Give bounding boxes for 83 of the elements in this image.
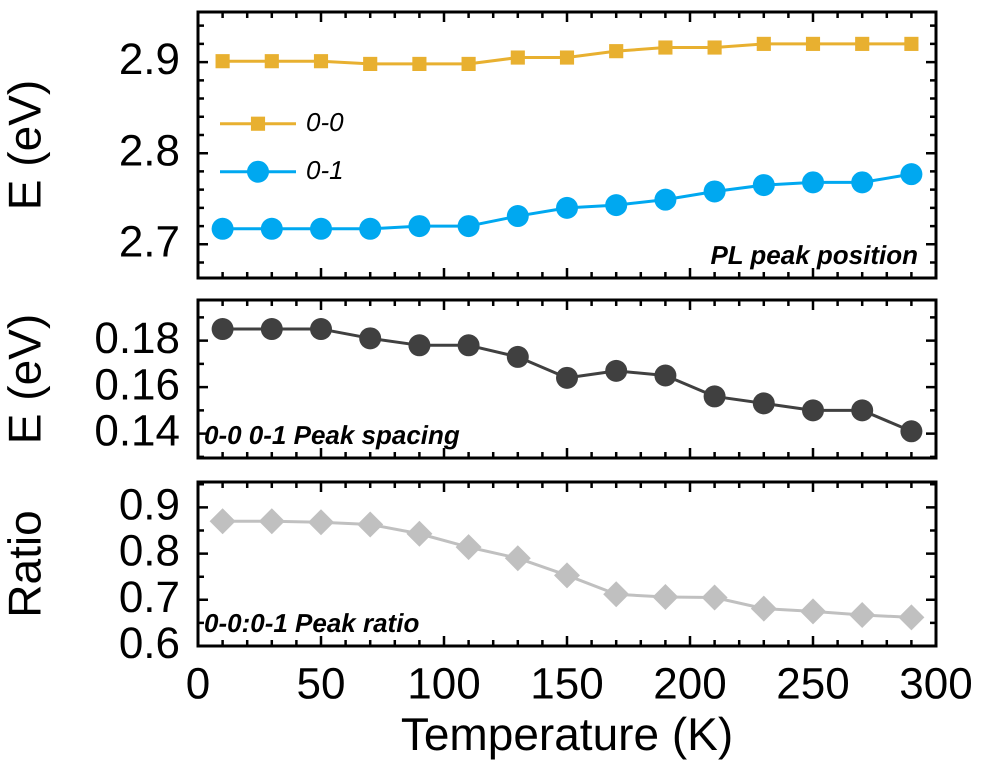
point (363, 56, 378, 71)
point (654, 188, 676, 211)
point (412, 56, 426, 71)
point (556, 366, 578, 389)
point (904, 36, 918, 51)
x-tick-label: 0 (186, 660, 210, 709)
point (264, 54, 279, 68)
point (704, 385, 726, 408)
point (752, 174, 775, 196)
y-tick-label: 0.18 (94, 314, 180, 363)
point (506, 205, 529, 228)
point (260, 218, 283, 240)
point (800, 598, 826, 624)
point (506, 346, 529, 368)
point (806, 36, 820, 51)
point (212, 218, 234, 240)
x-tick-label: 250 (776, 660, 850, 709)
point (654, 364, 676, 387)
annotation: 0-0 0-1 Peak spacing (204, 420, 460, 450)
x-tick-label: 300 (899, 660, 973, 709)
x-tick-label: 100 (407, 660, 481, 709)
y-tick-label: 0.6 (118, 619, 180, 668)
point (357, 512, 384, 538)
x-tick-label: 150 (530, 660, 604, 709)
point (216, 54, 230, 68)
point (708, 40, 722, 55)
point (212, 318, 234, 340)
x-tick-label: 50 (296, 660, 346, 709)
point (851, 399, 874, 422)
y-axis-title: E (eV) (0, 80, 50, 210)
y-tick-label: 2.8 (118, 126, 180, 176)
y-tick-label: 0.16 (94, 360, 180, 410)
annotation: PL peak position (710, 240, 918, 270)
point (456, 534, 482, 560)
point (658, 40, 672, 55)
point (462, 56, 476, 71)
point (408, 334, 430, 356)
y-axis-title: E (eV) (0, 314, 50, 444)
point (605, 360, 628, 382)
point (702, 584, 728, 610)
y-axis-title: Ratio (0, 510, 50, 618)
point (310, 318, 332, 340)
point (756, 36, 771, 51)
annotation: 0-0:0-1 Peak ratio (204, 608, 420, 638)
point (554, 562, 580, 588)
point (308, 509, 334, 536)
point (603, 581, 630, 608)
point (851, 171, 874, 194)
point (802, 399, 824, 422)
point (310, 218, 332, 240)
point (314, 54, 328, 68)
legend-label: 0-1 (306, 154, 344, 185)
point (210, 508, 236, 534)
point (359, 327, 382, 350)
y-tick-label: 2.9 (118, 35, 180, 84)
point (898, 604, 924, 630)
point (406, 520, 432, 547)
x-axis-title: Temperature (K) (400, 708, 734, 760)
point (510, 50, 525, 65)
y-tick-label: 2.7 (118, 217, 180, 266)
point (359, 218, 382, 240)
point (560, 50, 574, 65)
point (750, 596, 777, 622)
point (458, 215, 480, 238)
point (704, 180, 726, 202)
y-tick-label: 0.14 (94, 406, 180, 456)
point (900, 163, 922, 186)
point (458, 334, 480, 356)
point (900, 420, 922, 442)
legend-label: 0-0 (306, 106, 344, 137)
x-tick-label: 200 (653, 660, 727, 709)
point (802, 171, 824, 194)
point (260, 318, 283, 340)
point (504, 545, 531, 572)
point (849, 602, 876, 628)
point (652, 584, 678, 610)
point (605, 194, 628, 216)
point (556, 196, 578, 219)
point (855, 36, 870, 51)
point (258, 508, 285, 534)
point (609, 44, 624, 58)
point (408, 215, 430, 238)
point (752, 392, 775, 414)
